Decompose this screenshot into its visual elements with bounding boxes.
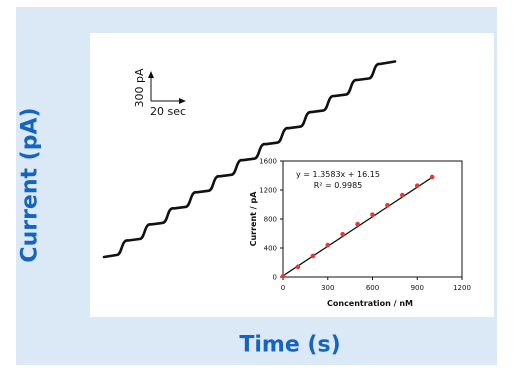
inset-data-point bbox=[400, 192, 405, 198]
inset-data-point bbox=[355, 221, 360, 227]
inset-x-ticks: 0 300 600 900 1200 bbox=[281, 277, 471, 292]
scale-bar: 300 pA 20 sec bbox=[133, 68, 186, 118]
inset-data-point bbox=[429, 174, 435, 180]
current-trace-line bbox=[102, 60, 397, 259]
inset-y-ticks: 0 400 800 1200 1600 bbox=[259, 158, 283, 282]
scale-bar-up-arrow bbox=[148, 71, 154, 78]
inset-data-point bbox=[325, 242, 331, 248]
inset-data-point bbox=[340, 231, 345, 237]
inset-y-tick-label: 1200 bbox=[259, 187, 277, 195]
inset-x-tick-label: 0 bbox=[281, 284, 285, 292]
inset-data-point bbox=[310, 253, 316, 259]
inset-y-axis-label: Current / pA bbox=[249, 191, 258, 247]
inset-data-point bbox=[385, 202, 390, 208]
inset-x-tick-label: 1200 bbox=[453, 284, 471, 292]
inset-data-point bbox=[280, 273, 286, 279]
inset-x-tick-label: 600 bbox=[366, 284, 379, 292]
inset-data-points bbox=[280, 174, 435, 279]
scale-bar-right-arrow bbox=[179, 98, 186, 104]
main-x-axis-label: Time (s) bbox=[239, 332, 341, 358]
inset-fit-line bbox=[282, 176, 433, 277]
inset-x-axis-label: Concentration / nM bbox=[327, 299, 413, 308]
inset-y-tick-label: 400 bbox=[264, 245, 277, 253]
scale-bar-x-label: 20 sec bbox=[150, 105, 186, 118]
inset-y-tick-label: 0 bbox=[273, 274, 277, 282]
scale-bar-y-label: 300 pA bbox=[133, 68, 146, 107]
r-squared-label: R² = 0.9985 bbox=[314, 181, 363, 190]
inset-data-point bbox=[370, 212, 375, 217]
inset-x-tick-label: 900 bbox=[411, 284, 424, 292]
inset-data-point bbox=[295, 264, 301, 270]
fit-equation-label: y = 1.3583x + 16.15 bbox=[296, 170, 380, 179]
inset-y-tick-label: 800 bbox=[264, 216, 277, 224]
inset-data-point bbox=[414, 183, 420, 188]
inset-y-tick-label: 1600 bbox=[259, 158, 277, 166]
inset-calibration-plot: 0 300 600 900 1200 0 400 800 1200 1600 y = 1.358… bbox=[249, 158, 471, 309]
inset-x-tick-label: 300 bbox=[321, 284, 334, 292]
